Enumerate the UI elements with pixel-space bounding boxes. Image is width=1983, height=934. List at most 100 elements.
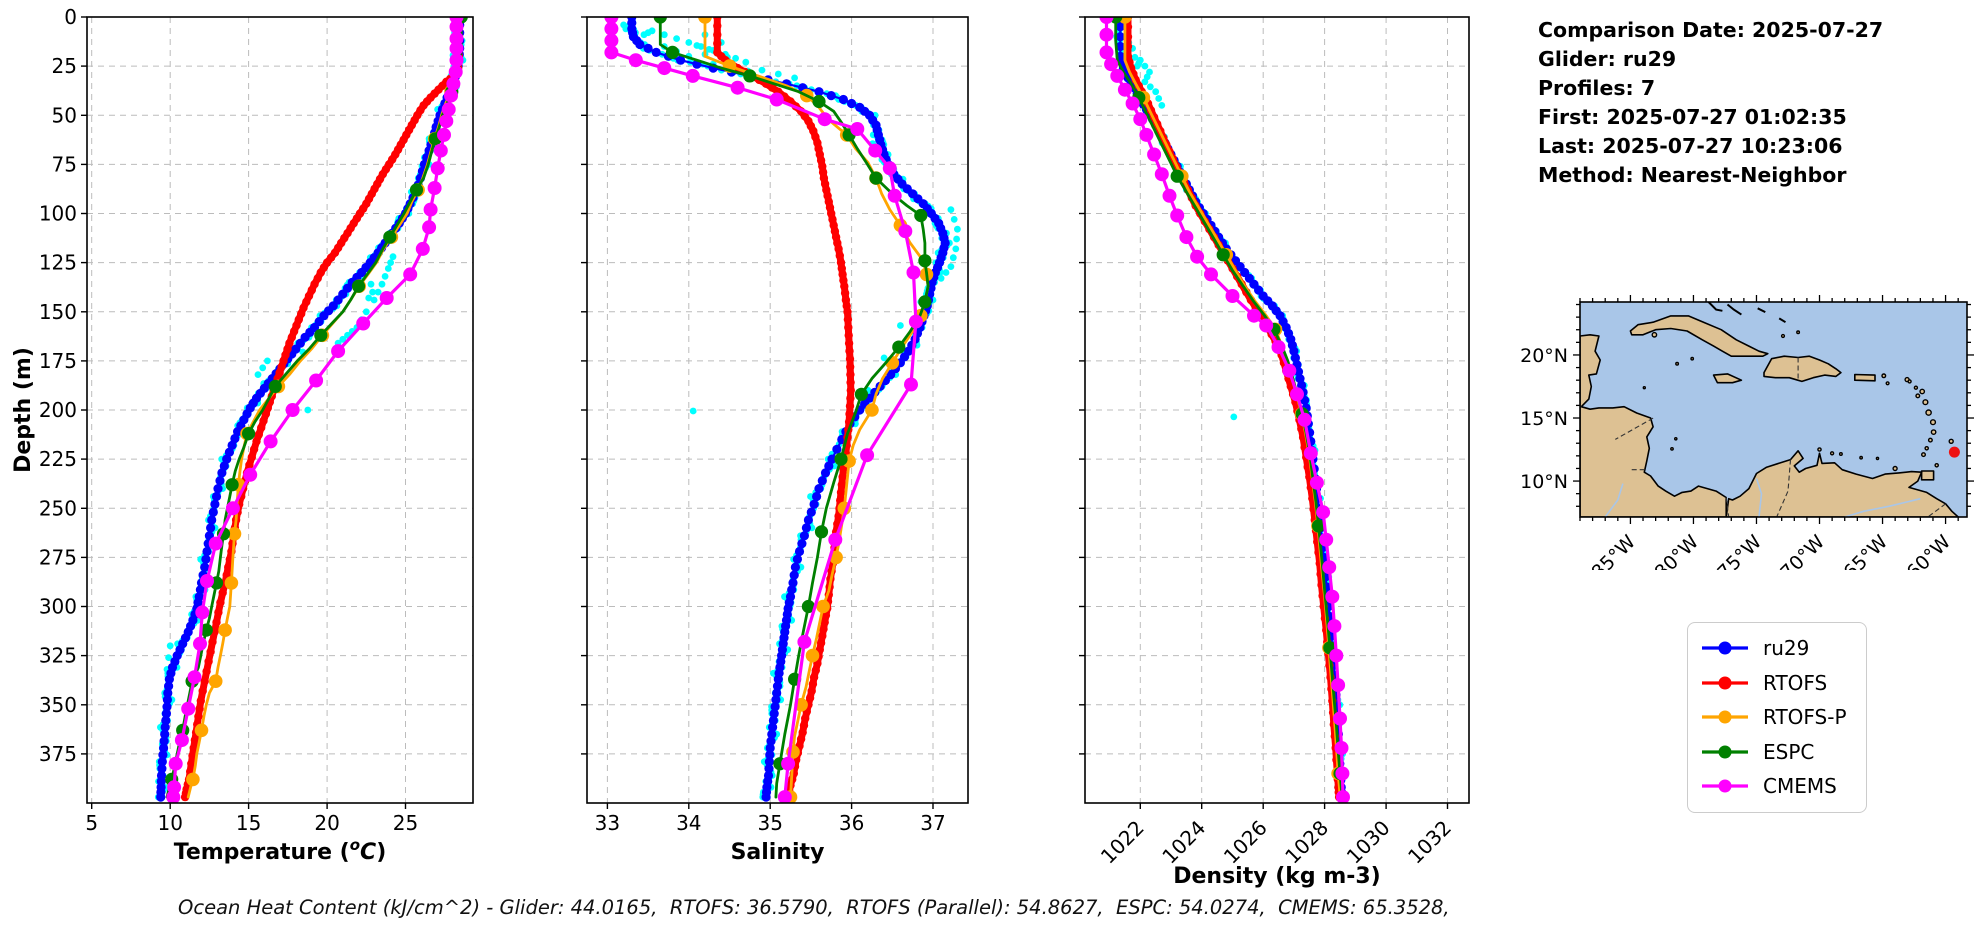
x-tick-label: 25 [393, 811, 418, 835]
x-tick-label: 35 [757, 811, 782, 835]
map-river [1844, 497, 1921, 517]
ylabel-depth: Depth (m) [11, 347, 36, 473]
map-border [1776, 459, 1792, 517]
series-ru29 [627, 17, 950, 802]
x-tick-label: 5 [85, 811, 98, 835]
map-island [1948, 438, 1954, 445]
legend-label: ru29 [1763, 636, 1810, 661]
profile-plots: 5 10 15 20 250255075100125150175200225250275… [11, 5, 1470, 889]
first-profile-time: First: 2025-07-27 01:02:35 [1538, 105, 1847, 129]
x-tick-label: 1030 [1342, 816, 1395, 869]
map-island [1925, 409, 1932, 416]
map-island [1829, 451, 1835, 456]
depth-tick-label: 250 [39, 496, 77, 520]
map-coastline [1707, 302, 1723, 312]
map-island [1913, 385, 1919, 390]
x-tick-label: 20 [314, 811, 339, 835]
map-border [1927, 503, 1946, 517]
series-RTOFS [180, 17, 464, 802]
map-frame [1579, 301, 1968, 518]
map-land [1580, 334, 1727, 517]
depth-tick-label: 150 [39, 300, 77, 324]
plot-density: 1022 1024 1026 1028 1030 1032 Density (kg m-3) [1079, 16, 1470, 889]
plot-salinity: 33 34 35 36 37 Salinity [581, 16, 969, 865]
map-island [1796, 330, 1801, 335]
comparison-date: Comparison Date: 2025-07-27 [1538, 18, 1884, 42]
depth-tick-label: 100 [39, 202, 77, 226]
map-lon-label: 85°W [1587, 531, 1640, 570]
legend-swatch-RTOFS-P [1702, 710, 1748, 724]
map-river [1755, 478, 1763, 517]
x-tick-label: 10 [157, 811, 182, 835]
map-island [1885, 381, 1890, 386]
legend-label: CMEMS [1763, 774, 1837, 799]
map-island [1670, 446, 1674, 451]
map-lat-label: 15°N [1520, 408, 1568, 430]
map-lon-label: 75°W [1713, 531, 1766, 570]
x-tick-label: 1028 [1280, 816, 1333, 869]
series-RTOFS-line [713, 17, 855, 801]
x-tick-label: 36 [839, 811, 864, 835]
map-island [1929, 419, 1937, 426]
map-island [1859, 455, 1863, 460]
series-ESPC [653, 17, 932, 799]
map-lon-label: 65°W [1839, 531, 1892, 570]
legend-label: RTOFS-P [1763, 705, 1847, 730]
legend: ru29 RTOFS RTOFS-P ESPC CMEMS [1687, 622, 1867, 813]
ohc-caption: Ocean Heat Content (kJ/cm^2) - Glider: 4… [178, 896, 1450, 919]
glider-name: Glider: ru29 [1538, 47, 1677, 71]
x-tick-label: 1026 [1219, 816, 1272, 869]
x-tick-label: 1024 [1157, 816, 1210, 869]
map-island [1675, 361, 1680, 366]
depth-tick-label: 300 [39, 595, 77, 619]
x-tick-label: 1032 [1403, 816, 1456, 869]
depth-tick-label: 175 [39, 349, 77, 373]
legend-label: RTOFS [1763, 670, 1828, 695]
depth-tick-label: 200 [39, 398, 77, 422]
x-tick-label: 34 [676, 811, 701, 835]
map-island [1924, 445, 1930, 451]
map-island [1922, 399, 1929, 406]
legend-item-ru29: ru29 [1688, 631, 1866, 666]
x-tick-label: 15 [236, 811, 261, 835]
map-island [1892, 465, 1898, 472]
location-map: 20°N 15°N 10°N 85°W 80°W 75°W 70°W 65°W 60°W [1520, 295, 1974, 570]
series-RTOFS-P [1118, 17, 1345, 799]
series-CMEMS [604, 17, 923, 803]
map-lat-label: 10°N [1520, 471, 1568, 493]
map-border [1725, 497, 1730, 517]
map-coastline [1726, 303, 1742, 316]
legend-swatch-ru29 [1702, 641, 1748, 655]
xlabel-salinity: Salinity [731, 840, 825, 865]
map-island [1919, 388, 1926, 395]
series-CMEMS [166, 17, 464, 803]
method: Method: Nearest-Neighbor [1538, 163, 1847, 187]
map-island [1780, 333, 1786, 339]
map-island [1690, 356, 1695, 361]
depth-tick-label: 0 [64, 5, 77, 29]
map-island [1642, 385, 1647, 390]
legend-swatch-RTOFS [1702, 676, 1748, 690]
map-lon-label: 70°W [1776, 531, 1829, 570]
map-land [1854, 373, 1876, 382]
xlabel-temperature: Temperature (oC) [174, 836, 387, 865]
series-RTOFS-line [181, 17, 463, 801]
legend-item-CMEMS: CMEMS [1688, 769, 1866, 804]
map-island [1907, 379, 1912, 384]
depth-tick-label: 25 [52, 54, 77, 78]
map-lon-label: 60°W [1902, 531, 1955, 570]
map-border [1615, 417, 1654, 440]
map-island [1673, 436, 1678, 441]
map-island [1651, 331, 1658, 338]
series-CMEMS [1099, 17, 1350, 803]
legend-item-RTOFS-P: RTOFS-P [1688, 700, 1866, 735]
map-coastline [1778, 317, 1787, 324]
depth-tick-label: 325 [39, 644, 77, 668]
map-river [1604, 483, 1624, 517]
depth-tick-label: 75 [52, 152, 77, 176]
map-island [1875, 456, 1880, 461]
map-land [1763, 355, 1842, 383]
map-land [1712, 373, 1743, 384]
glider-location-marker [1948, 446, 1960, 458]
depth-tick-label: 50 [52, 103, 77, 127]
